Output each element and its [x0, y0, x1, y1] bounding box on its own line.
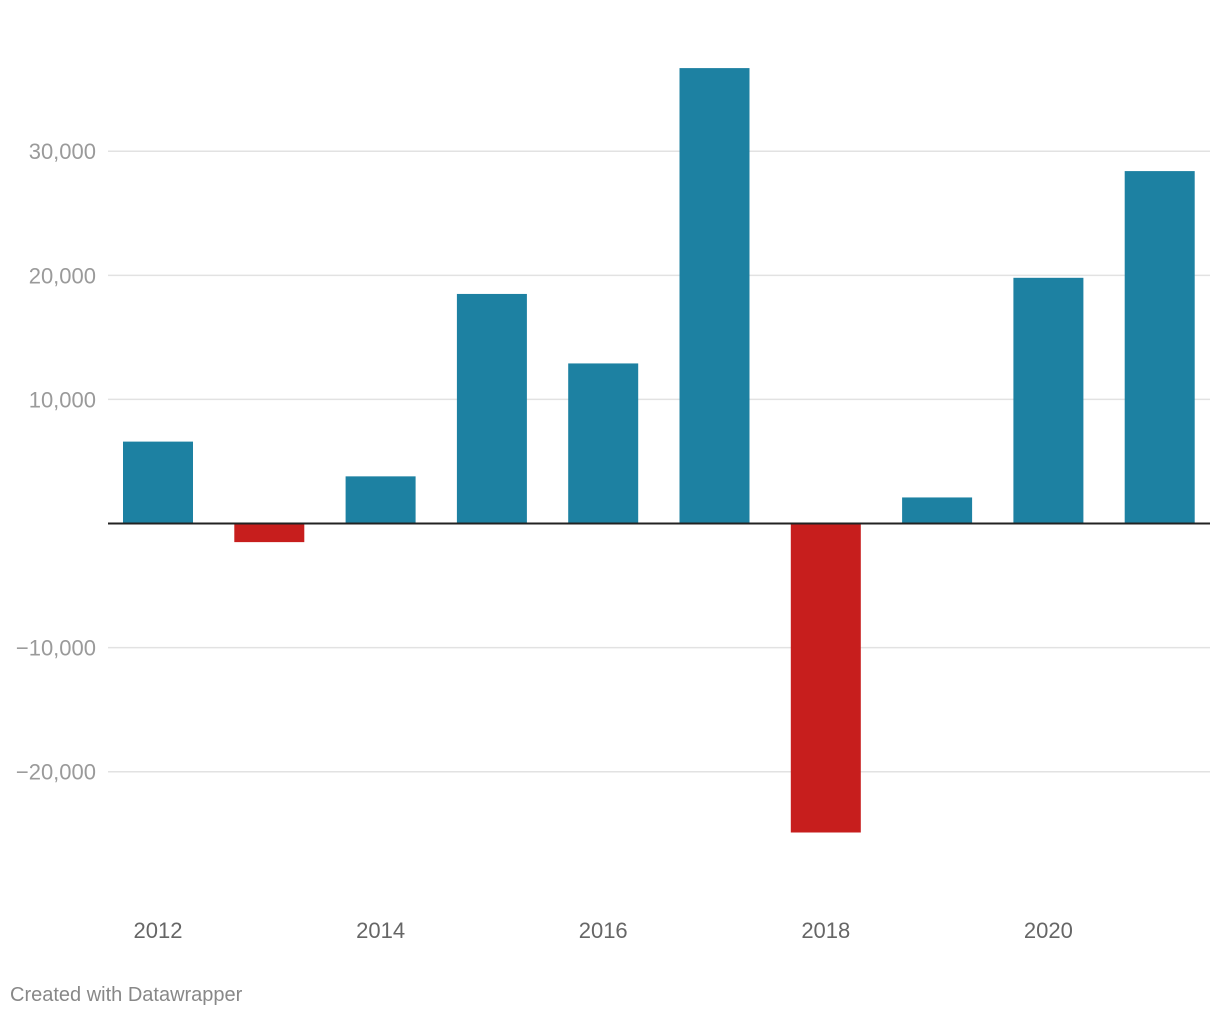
gridlines [108, 150, 1210, 773]
bar-2020 [1013, 277, 1084, 524]
y-tick-label: 30,000 [29, 139, 96, 164]
x-tick-label: 2018 [801, 918, 850, 943]
bar-2015 [456, 293, 527, 524]
x-tick-label: 2014 [356, 918, 405, 943]
bars [123, 68, 1195, 833]
y-tick-label: 10,000 [29, 387, 96, 412]
y-tick-label: −20,000 [16, 760, 96, 785]
y-axis-labels: 30,000 20,000 10,000 −10,000 −20,000 [16, 139, 96, 784]
credit-text: Created with Datawrapper [10, 984, 243, 1006]
bar-2021 [1124, 171, 1195, 524]
bar-2016 [568, 363, 639, 524]
x-tick-label: 2020 [1024, 918, 1073, 943]
bar-2014 [345, 476, 416, 524]
y-tick-label: −10,000 [16, 636, 96, 661]
x-tick-label: 2016 [579, 918, 628, 943]
bar-2017 [679, 68, 750, 524]
bar-2018 [790, 523, 861, 833]
bar-2013 [234, 523, 305, 543]
x-tick-label: 2012 [134, 918, 183, 943]
bar-2012 [123, 441, 193, 524]
y-tick-label: 20,000 [29, 263, 96, 288]
x-axis-labels: 2012 2014 2016 2018 2020 [134, 918, 1073, 943]
bar-2019 [902, 497, 973, 524]
